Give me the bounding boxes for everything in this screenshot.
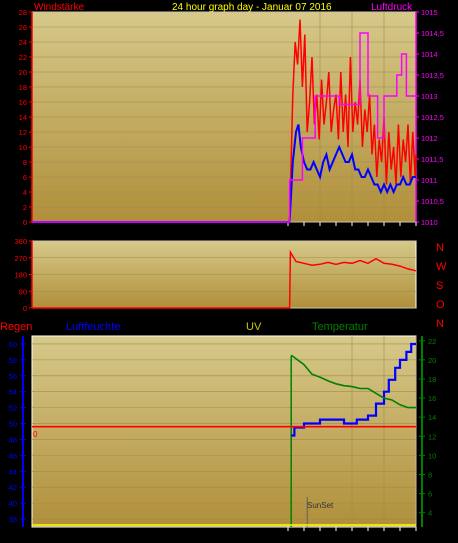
temperature-tick-label: 12 [428,432,436,441]
pressure-tick-label: 1011,5 [421,155,443,164]
series-humidity [291,342,416,437]
sunset-label: SunSet [307,501,334,510]
series-temperature [290,354,416,409]
uv-title: UV [246,321,262,333]
temperature-tick-label: 6 [428,490,432,499]
pressure-tick-label: 1014,5 [421,29,444,38]
pressure-tick-label: 1013 [421,92,438,101]
pressure-tick-label: 1015 [421,8,438,17]
wind-tick-label: 16 [19,98,27,107]
humidity-tick-label: 60 [9,340,17,349]
temperature-tick-label: 16 [428,394,436,403]
direction-tick-label: 90 [19,287,27,296]
humidity-tick-label: 38 [9,515,17,524]
pressure-tick-label: 1014 [421,50,438,59]
temperature-tick-label: 22 [428,337,436,346]
humidity-tick-label: 46 [9,451,17,460]
direction-tick-label: 360 [14,237,27,246]
series-pressure [32,32,416,223]
wind-tick-label: 6 [23,173,27,182]
humidity-tick-label: 50 [9,420,17,429]
humidity-tick-label: 42 [9,483,17,492]
hour-tick-label: SunSet [293,536,315,543]
direction-tick-label: 180 [14,271,27,280]
rain-zero-label: 0 [33,430,38,439]
wind-tick-label: 24 [19,38,27,47]
hour-tick-label: 00 [411,228,421,238]
direction-tick-label: 0 [23,304,27,313]
hour-tick-label: 20 [347,228,357,238]
hour-tick-label: 20 [347,533,357,543]
wind-tick-label: 28 [19,8,27,17]
direction-letter-o: O [436,299,445,311]
pressure-title: Luftdruck [371,2,413,13]
pressure-tick-label: 1010,5 [421,197,444,206]
humidity-tick-label: 44 [9,467,17,476]
temperature-tick-label: 4 [428,509,432,518]
direction-letter-w: W [436,261,447,273]
series-lines [32,19,417,527]
rain-title: Regen [0,321,32,333]
direction-letter-s: S [436,280,443,292]
humidity-tick-label: 58 [9,356,17,365]
humidity-tick-label: 56 [9,372,17,381]
temperature-tick-label: 14 [428,413,436,422]
hour-tick-label: 00 [411,533,421,543]
wind-tick-label: 12 [19,128,27,137]
pressure-tick-label: 1013,5 [421,71,444,80]
humidity-title: Luftfeuchte [66,321,120,333]
series-direction [32,249,417,309]
wind-tick-label: 0 [23,218,27,227]
series-wind [32,124,416,223]
chart-title: 24 hour graph day - Januar 07 2016 [172,2,332,13]
pressure-tick-label: 1010 [421,218,438,227]
wind-tick-label: 4 [23,188,27,197]
humidity-temperature-plot-area [31,335,417,528]
temperature-title: Temperatur [312,321,368,333]
humidity-tick-label: 52 [9,404,17,413]
hour-tick-label: 22 [379,228,389,238]
direction-letter-n-bottom: N [436,318,444,330]
tick-labels: 024681012141618202224262810101010,510111… [9,8,444,543]
wind-tick-label: 8 [23,158,27,167]
humidity-tick-label: 40 [9,499,17,508]
wind-tick-label: 2 [23,203,27,212]
wind-title: Windstärke [34,2,84,13]
pressure-tick-label: 1012,5 [421,113,444,122]
wind-tick-label: 18 [19,83,27,92]
pressure-tick-label: 1012 [421,134,438,143]
temperature-tick-label: 20 [428,356,436,365]
pressure-tick-label: 1011 [421,176,437,185]
temperature-tick-label: 10 [428,451,436,460]
temperature-tick-label: 8 [428,470,432,479]
wind-tick-label: 10 [19,143,27,152]
temperature-tick-label: 18 [428,375,436,384]
humidity-tick-label: 48 [9,435,17,444]
wind-tick-label: 14 [19,113,27,122]
wind-tick-label: 20 [19,68,27,77]
wind-tick-label: 26 [19,23,27,32]
wind-tick-label: 22 [19,53,27,62]
hour-tick-label: 22 [379,533,389,543]
direction-letter-n-top: N [436,242,444,254]
humidity-tick-label: 54 [9,388,17,397]
direction-tick-label: 270 [14,254,27,263]
hour-tick-label: 18 [315,228,325,238]
